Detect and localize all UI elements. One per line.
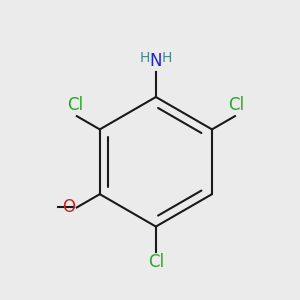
Text: N: N [150,52,162,70]
Text: H: H [140,51,150,65]
Text: O: O [62,198,75,216]
Text: Cl: Cl [67,96,83,114]
Text: Cl: Cl [228,96,244,114]
Text: Cl: Cl [148,253,164,271]
Text: H: H [162,51,172,65]
